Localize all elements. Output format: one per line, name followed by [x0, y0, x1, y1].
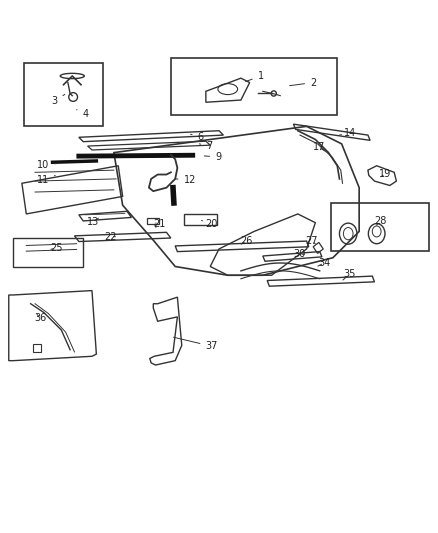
Bar [33, 344, 41, 352]
Text: 35: 35 [343, 269, 356, 280]
Bar [13, 238, 83, 266]
Text: 4: 4 [77, 109, 88, 119]
Text: 19: 19 [379, 168, 392, 179]
Text: 3: 3 [52, 94, 65, 106]
Text: 25: 25 [50, 243, 62, 253]
Text: 13: 13 [87, 217, 99, 227]
Text: 7: 7 [199, 141, 212, 151]
Text: 22: 22 [105, 232, 117, 242]
Text: 12: 12 [175, 175, 196, 185]
Text: 26: 26 [240, 236, 253, 246]
Text: 2: 2 [290, 77, 316, 87]
Text: 28: 28 [374, 216, 386, 227]
Bar [184, 214, 217, 225]
Text: 17: 17 [313, 142, 325, 152]
Text: 9: 9 [204, 152, 221, 162]
Text: 11: 11 [37, 175, 55, 185]
Text: 10: 10 [37, 160, 59, 170]
Text: 21: 21 [153, 219, 165, 229]
Text: 27: 27 [306, 236, 318, 246]
Text: 36: 36 [35, 313, 47, 323]
Text: 30: 30 [293, 249, 305, 259]
Text: 34: 34 [318, 258, 330, 268]
Text: 6: 6 [191, 132, 204, 142]
Text: 14: 14 [339, 128, 357, 138]
Text: 20: 20 [201, 219, 218, 229]
Bar [171, 59, 337, 115]
Bar [147, 219, 159, 224]
Bar [331, 203, 429, 251]
Text: 1: 1 [246, 71, 264, 82]
Text: 37: 37 [173, 337, 218, 351]
Bar [24, 63, 103, 126]
